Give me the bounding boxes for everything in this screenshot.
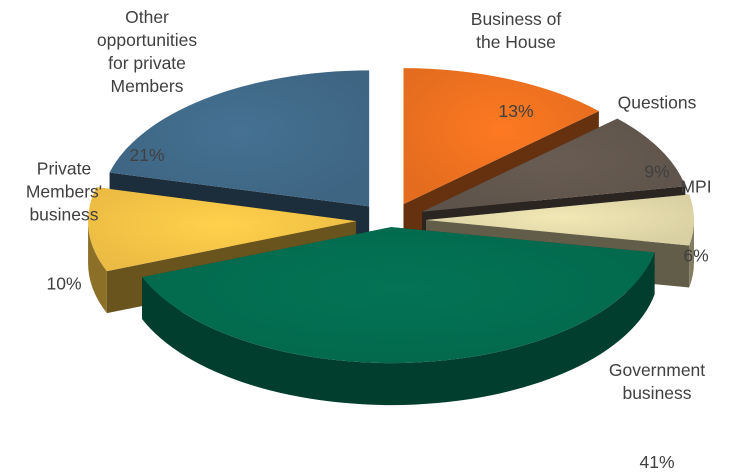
- label-government-business: Government business 41%: [609, 336, 705, 474]
- slice-private-members-business: [88, 187, 357, 272]
- slice-rim-private-members-business: [88, 221, 107, 314]
- label-questions-name: Questions: [617, 92, 697, 113]
- label-business-of-the-house: Business of the House 13%: [471, 0, 561, 123]
- slice-rim-mpi: [689, 220, 694, 288]
- pie-top-faces: [88, 68, 694, 364]
- label-mpi: MPI 6%: [680, 153, 711, 268]
- label-mpi-value: 6%: [683, 245, 709, 266]
- slice-government-business: [142, 227, 655, 364]
- pie-plot-area: [88, 68, 694, 406]
- label-business-of-the-house-name: Business of the House: [470, 9, 562, 52]
- slice-rim-government-business: [142, 252, 655, 406]
- label-government-business-value: 41%: [639, 452, 675, 472]
- label-questions-value: 9%: [644, 161, 670, 182]
- label-other-opportunities-name: Other opportunities for private Members: [96, 7, 198, 96]
- label-other-opportunities-value: 21%: [129, 145, 165, 165]
- label-business-of-the-house-value: 13%: [498, 101, 534, 121]
- slice-mpi: [426, 194, 694, 246]
- slice-questions: [422, 118, 686, 212]
- slice-other-opportunities-for-private-members: [109, 70, 370, 207]
- label-questions: Questions 9%: [618, 69, 697, 184]
- label-private-members-business-name: Private Members' business: [25, 158, 103, 225]
- pie-chart: Business of the House 13% Questions 9% M…: [26, 0, 712, 472]
- label-mpi-name: MPI: [680, 176, 712, 197]
- label-private-members-business: Private Members' business 10%: [26, 135, 102, 296]
- label-other-opportunities: Other opportunities for private Members …: [97, 0, 197, 167]
- label-government-business-name: Government business: [608, 360, 706, 403]
- label-private-members-business-value: 10%: [46, 273, 82, 294]
- slice-business-of-the-house: [403, 68, 599, 205]
